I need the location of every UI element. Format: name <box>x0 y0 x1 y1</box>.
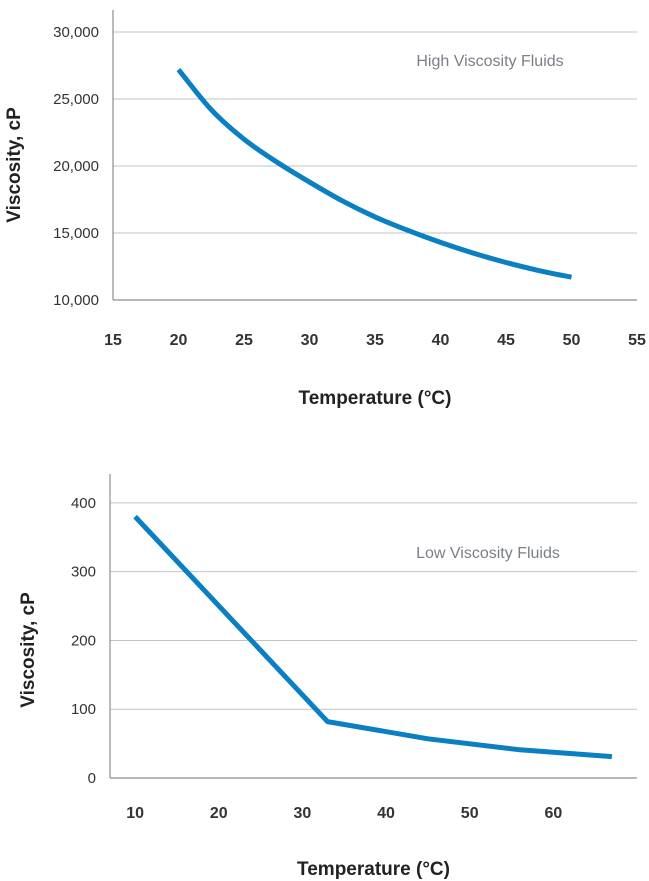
x-tick-label: 55 <box>628 332 646 349</box>
x-tick-label: 50 <box>461 805 479 822</box>
y-tick-label: 200 <box>71 632 96 649</box>
x-tick-label: 60 <box>544 805 562 822</box>
x-tick-label: 25 <box>235 332 253 349</box>
y-tick-label: 25,000 <box>53 91 99 108</box>
y-axis-label: Viscosity, cP <box>4 107 25 223</box>
series-line <box>176 67 573 280</box>
y-tick-label: 15,000 <box>53 225 99 242</box>
y-axis-label: Viscosity, cP <box>18 592 39 708</box>
y-tick-label: 20,000 <box>53 158 99 175</box>
y-tick-label: 400 <box>71 495 96 512</box>
y-tick-label: 0 <box>88 770 96 787</box>
x-tick-label: 30 <box>293 805 311 822</box>
y-tick-label: 30,000 <box>53 24 99 41</box>
x-axis-label: Temperature (°C) <box>297 859 450 880</box>
x-tick-label: 15 <box>104 332 122 349</box>
x-tick-label: 10 <box>126 805 144 822</box>
x-tick-label: 45 <box>497 332 515 349</box>
high-viscosity-chart: 10,000 15,000 20,000 25,000 30,000 15 20 25 30 35… <box>4 10 646 409</box>
x-tick-label: 35 <box>366 332 384 349</box>
low-viscosity-chart: 0 100 200 300 400 10 20 30 40 50 60 Temperature (°C… <box>18 474 637 880</box>
x-tick-label: 30 <box>301 332 319 349</box>
series-line <box>133 514 613 760</box>
x-tick-label: 40 <box>377 805 395 822</box>
x-tick-label: 40 <box>432 332 450 349</box>
x-tick-label: 20 <box>170 332 188 349</box>
x-tick-label: 50 <box>563 332 581 349</box>
y-tick-label: 300 <box>71 564 96 581</box>
y-tick-label: 100 <box>71 701 96 718</box>
x-axis-label: Temperature (°C) <box>299 388 452 409</box>
x-tick-label: 20 <box>210 805 228 822</box>
chart-annotation: Low Viscosity Fluids <box>416 545 560 562</box>
y-tick-label: 10,000 <box>53 292 99 309</box>
chart-annotation: High Viscosity Fluids <box>416 53 563 70</box>
